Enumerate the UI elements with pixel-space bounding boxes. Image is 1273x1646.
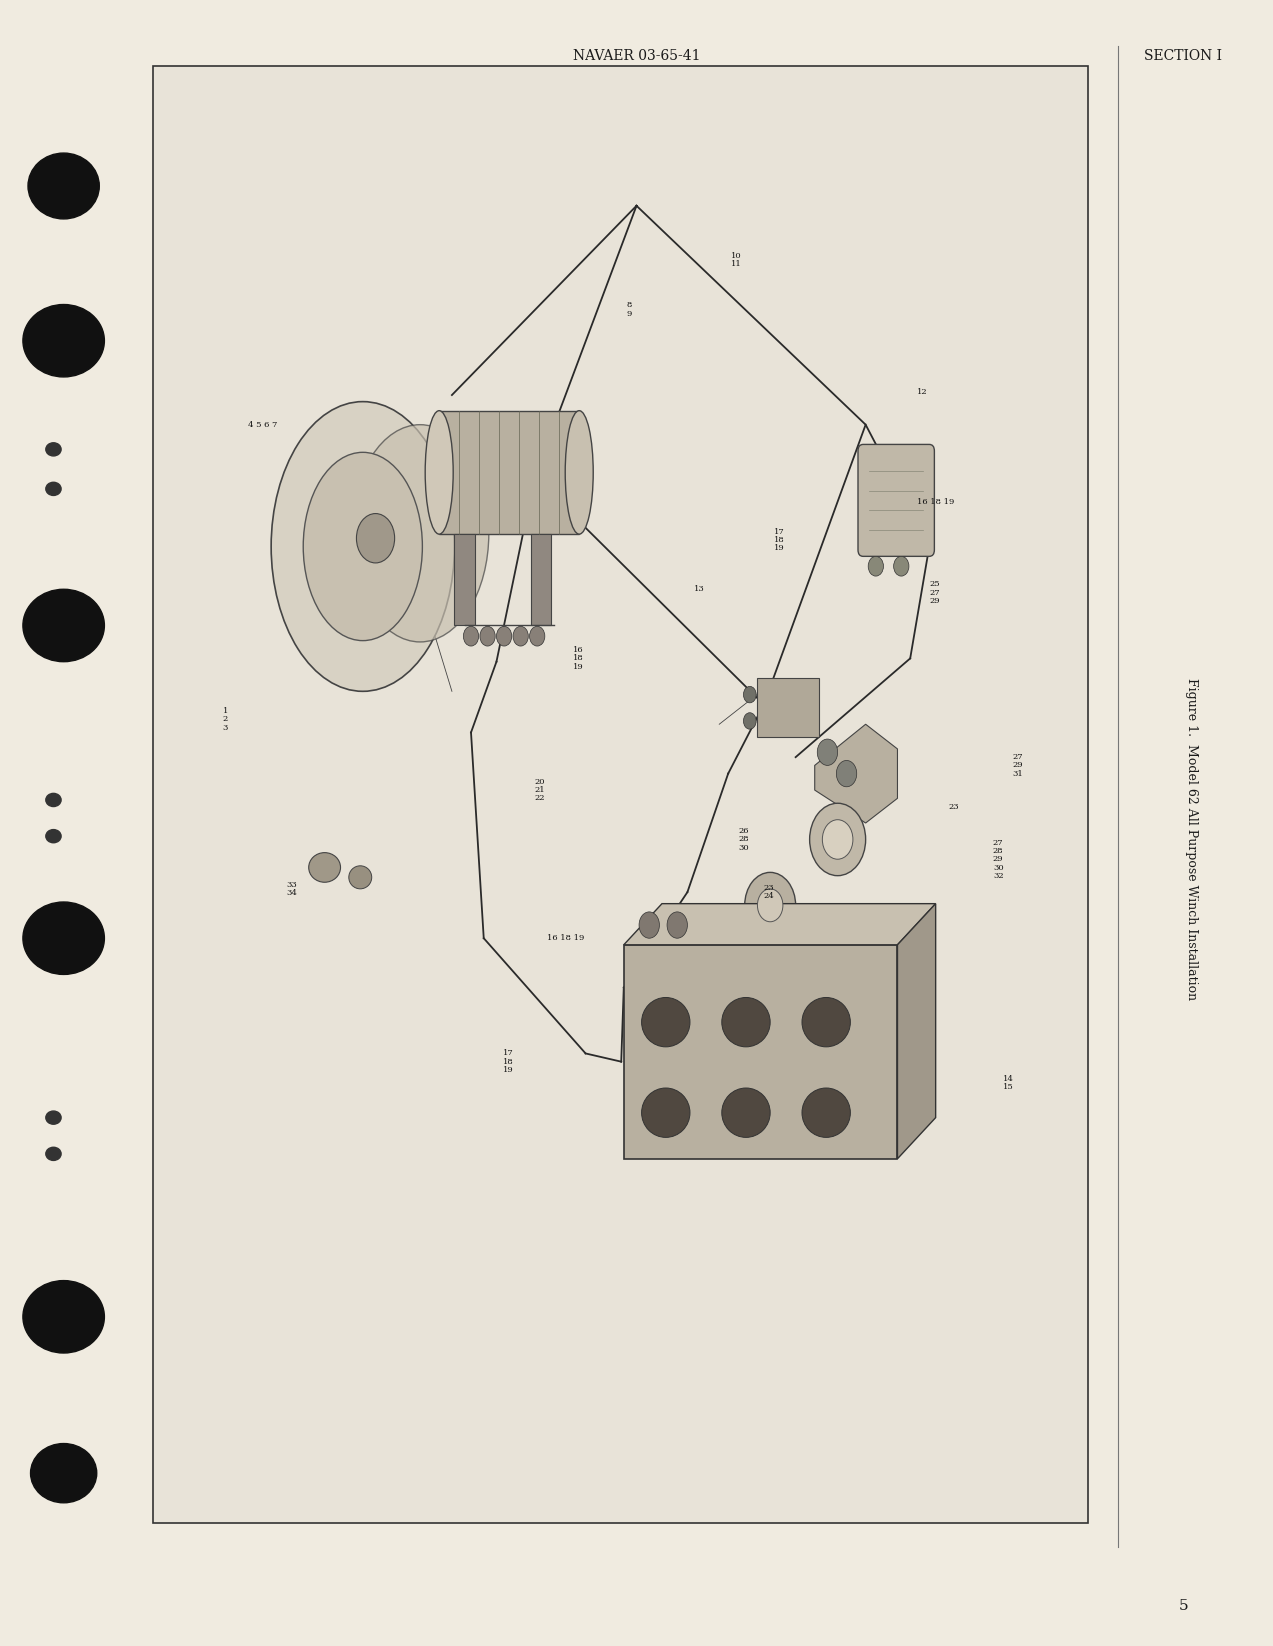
Bar	[531, 533, 551, 625]
Text: 8
9: 8 9	[626, 301, 631, 318]
Ellipse shape	[46, 482, 61, 495]
Circle shape	[743, 713, 756, 729]
Circle shape	[667, 912, 687, 938]
Text: 25
27
29: 25 27 29	[929, 581, 939, 604]
Ellipse shape	[46, 1147, 61, 1160]
Ellipse shape	[46, 793, 61, 807]
Ellipse shape	[722, 1088, 770, 1137]
Ellipse shape	[303, 453, 423, 640]
Text: NAVAER 03-65-41: NAVAER 03-65-41	[573, 49, 700, 63]
Text: 26
28
30: 26 28 30	[738, 828, 749, 851]
Ellipse shape	[46, 1111, 61, 1124]
Circle shape	[463, 625, 479, 645]
Polygon shape	[815, 724, 897, 823]
Ellipse shape	[349, 866, 372, 889]
Text: 16 18 19: 16 18 19	[917, 499, 953, 505]
Text: 17
18
19: 17 18 19	[503, 1050, 513, 1073]
Text: 16 18 19: 16 18 19	[547, 935, 584, 942]
Ellipse shape	[23, 305, 104, 377]
Ellipse shape	[351, 425, 489, 642]
Text: 1
2
3: 1 2 3	[223, 708, 228, 731]
Circle shape	[480, 625, 495, 645]
Ellipse shape	[23, 1281, 104, 1353]
Text: 14
15: 14 15	[1003, 1075, 1015, 1091]
Text: 23
24: 23 24	[764, 884, 774, 900]
Text: 23: 23	[948, 803, 959, 810]
Text: 13: 13	[694, 586, 704, 593]
Circle shape	[836, 760, 857, 787]
Ellipse shape	[23, 589, 104, 662]
Ellipse shape	[28, 153, 99, 219]
Text: 12: 12	[917, 388, 927, 395]
Text: 10
11: 10 11	[731, 252, 741, 268]
Circle shape	[743, 686, 756, 703]
Text: Figure 1.  Model 62 All Purpose Winch Installation: Figure 1. Model 62 All Purpose Winch Ins…	[1185, 678, 1198, 1001]
Circle shape	[894, 556, 909, 576]
Bar	[624, 945, 897, 1159]
Ellipse shape	[802, 1088, 850, 1137]
Circle shape	[639, 912, 659, 938]
Bar	[757, 678, 819, 737]
Polygon shape	[624, 904, 936, 945]
Ellipse shape	[46, 443, 61, 456]
Ellipse shape	[642, 997, 690, 1047]
Circle shape	[530, 625, 545, 645]
Ellipse shape	[642, 1088, 690, 1137]
Ellipse shape	[722, 997, 770, 1047]
Ellipse shape	[802, 997, 850, 1047]
Text: SECTION I: SECTION I	[1144, 49, 1222, 63]
Circle shape	[513, 625, 528, 645]
Bar	[153, 66, 1088, 1523]
Circle shape	[822, 820, 853, 859]
Bar	[454, 533, 475, 625]
Ellipse shape	[23, 902, 104, 974]
Text: 27
28
29
30
32: 27 28 29 30 32	[993, 838, 1003, 881]
Circle shape	[496, 625, 512, 645]
FancyBboxPatch shape	[858, 444, 934, 556]
Text: 16
18
19: 16 18 19	[573, 647, 583, 670]
Bar	[439, 410, 579, 533]
Ellipse shape	[425, 410, 453, 533]
Ellipse shape	[46, 830, 61, 843]
Circle shape	[745, 872, 796, 938]
Circle shape	[868, 556, 883, 576]
Text: 33
34: 33 34	[286, 881, 298, 897]
Polygon shape	[897, 904, 936, 1159]
Text: 27
29
31: 27 29 31	[1012, 754, 1022, 777]
Circle shape	[356, 514, 395, 563]
Ellipse shape	[565, 410, 593, 533]
Ellipse shape	[271, 402, 454, 691]
Ellipse shape	[31, 1444, 97, 1503]
Text: 4 5 6 7: 4 5 6 7	[248, 421, 278, 428]
Ellipse shape	[308, 853, 341, 882]
Circle shape	[817, 739, 838, 765]
Circle shape	[810, 803, 866, 876]
Text: 5: 5	[1179, 1600, 1189, 1613]
Text: 17
18
19: 17 18 19	[774, 528, 784, 551]
Text: 20
21
22: 20 21 22	[535, 779, 545, 802]
Circle shape	[757, 889, 783, 922]
